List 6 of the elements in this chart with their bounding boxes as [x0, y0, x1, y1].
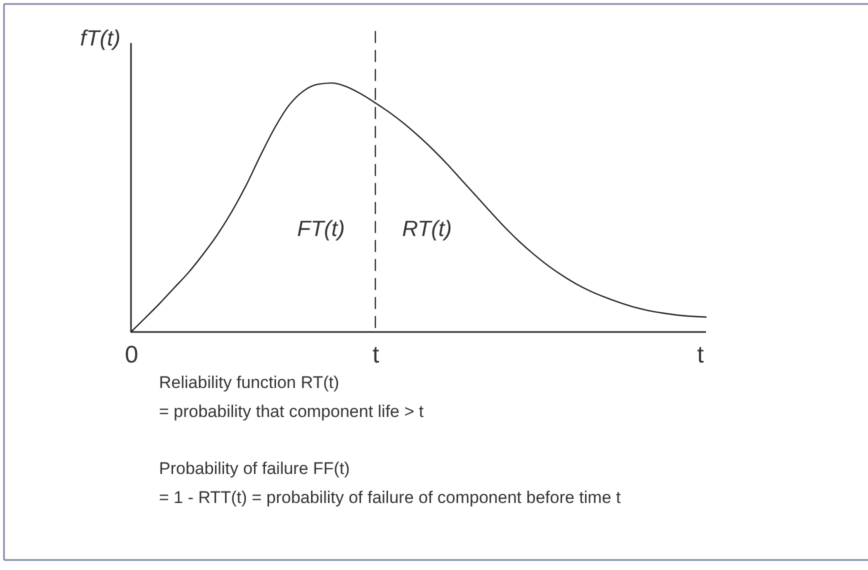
- annotation: RT(t): [402, 216, 452, 241]
- annotation: FT(t): [297, 216, 345, 241]
- text: Reliability function RT(t) = probability that component life > t: [159, 373, 424, 421]
- y-axis-title: fT(t): [80, 26, 120, 50]
- x-tick-label: 0: [124, 342, 138, 368]
- text: Probability of failure FF(t) = 1 - RTT(t) = probability of failure of component before time t: [159, 459, 622, 507]
